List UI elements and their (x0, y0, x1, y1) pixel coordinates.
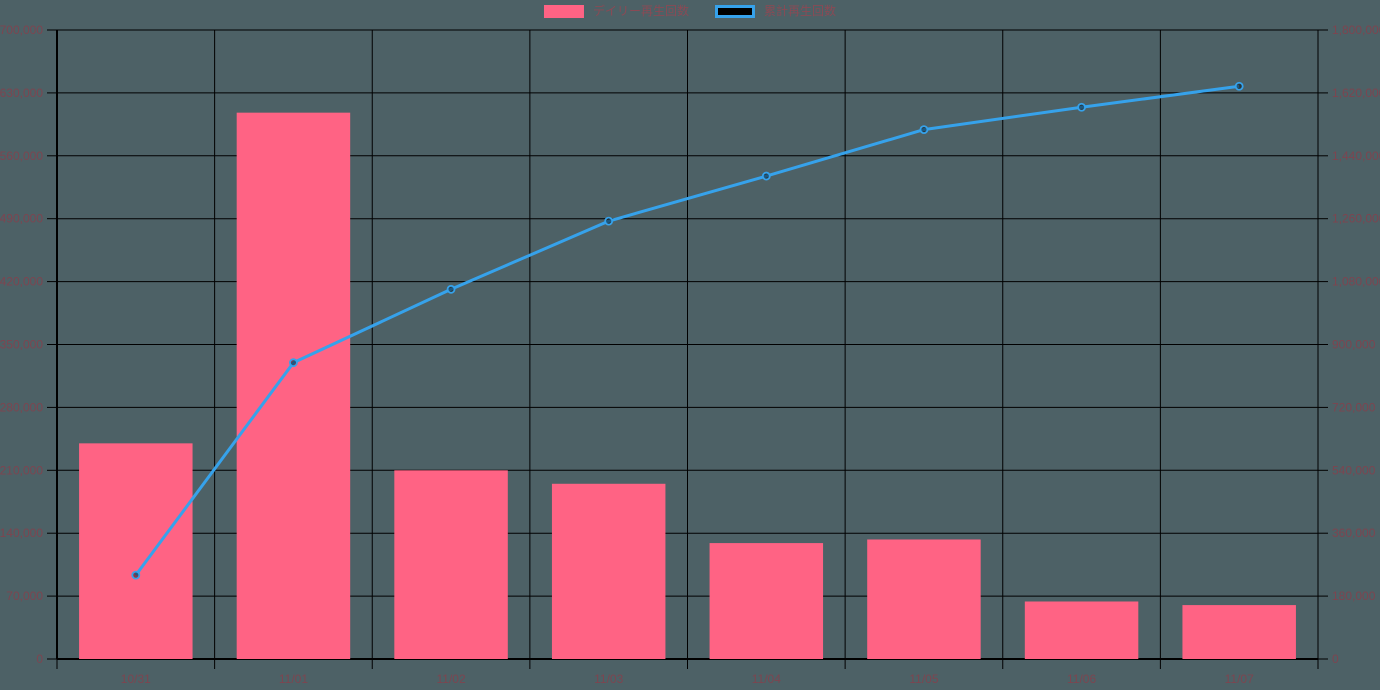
left-tick-label: 700,000 (0, 23, 43, 37)
bar[interactable] (867, 539, 981, 659)
x-tick-label: 11/06 (1067, 672, 1096, 686)
line-point[interactable] (761, 171, 771, 181)
left-tick-label: 630,000 (0, 86, 43, 100)
x-tick-label: 11/04 (752, 672, 781, 686)
right-tick-label: 0 (1332, 652, 1339, 666)
legend-item-cumulative[interactable]: 累計再生回数 (715, 5, 836, 18)
bar[interactable] (79, 443, 193, 659)
left-tick-label: 0 (36, 652, 43, 666)
left-tick-label: 140,000 (0, 526, 43, 540)
left-tick-label: 70,000 (6, 589, 43, 603)
line-point[interactable] (919, 125, 929, 134)
right-tick-label: 1,440,000 (1332, 149, 1380, 163)
line-point[interactable] (604, 216, 614, 226)
right-tick-label: 900,000 (1332, 338, 1376, 352)
bar[interactable] (1024, 601, 1139, 659)
right-tick-label: 720,000 (1332, 400, 1376, 414)
right-tick-label: 180,000 (1332, 589, 1376, 603)
line-point[interactable] (1077, 102, 1086, 112)
bar[interactable] (1182, 605, 1296, 659)
x-tick-label: 11/01 (279, 672, 308, 686)
x-tick-label: 10/31 (121, 672, 151, 686)
bar[interactable] (394, 470, 508, 659)
x-tick-label: 11/05 (909, 672, 938, 686)
legend-label-cumulative: 累計再生回数 (764, 4, 837, 18)
right-tick-label: 1,800,000 (1332, 23, 1380, 37)
cumulative-line (134, 84, 1240, 577)
right-tick-label: 360,000 (1332, 526, 1376, 540)
right-tick-label: 1,080,000 (1332, 275, 1380, 289)
chart-legend: デイリー再生回数 累計再生回数 (543, 4, 836, 18)
left-tick-label: 280,000 (0, 400, 43, 414)
x-tick-label: 11/03 (594, 672, 623, 686)
right-tick-label: 1,260,000 (1332, 212, 1380, 226)
x-tick-label: 11/02 (436, 672, 465, 686)
legend-label-daily: デイリー再生回数 (592, 4, 689, 18)
left-tick-label: 210,000 (0, 463, 43, 477)
left-tick-label: 560,000 (0, 149, 43, 163)
x-tick-label: 11/07 (1225, 672, 1254, 686)
right-tick-label: 540,000 (1332, 463, 1376, 477)
line-point[interactable] (289, 358, 298, 368)
bar-series-swatch (543, 5, 584, 18)
line-point[interactable] (1234, 81, 1244, 91)
bar[interactable] (236, 112, 351, 659)
right-tick-label: 1,620,000 (1332, 86, 1380, 100)
legend-item-daily[interactable]: デイリー再生回数 (543, 4, 689, 18)
line-point[interactable] (446, 284, 456, 294)
bar[interactable] (709, 543, 824, 659)
left-tick-label: 420,000 (0, 275, 43, 289)
line-point[interactable] (131, 570, 141, 580)
left-tick-label: 490,000 (0, 212, 43, 226)
bar[interactable] (551, 483, 666, 659)
line-series-swatch (715, 5, 755, 18)
left-tick-label: 350,000 (0, 338, 43, 352)
